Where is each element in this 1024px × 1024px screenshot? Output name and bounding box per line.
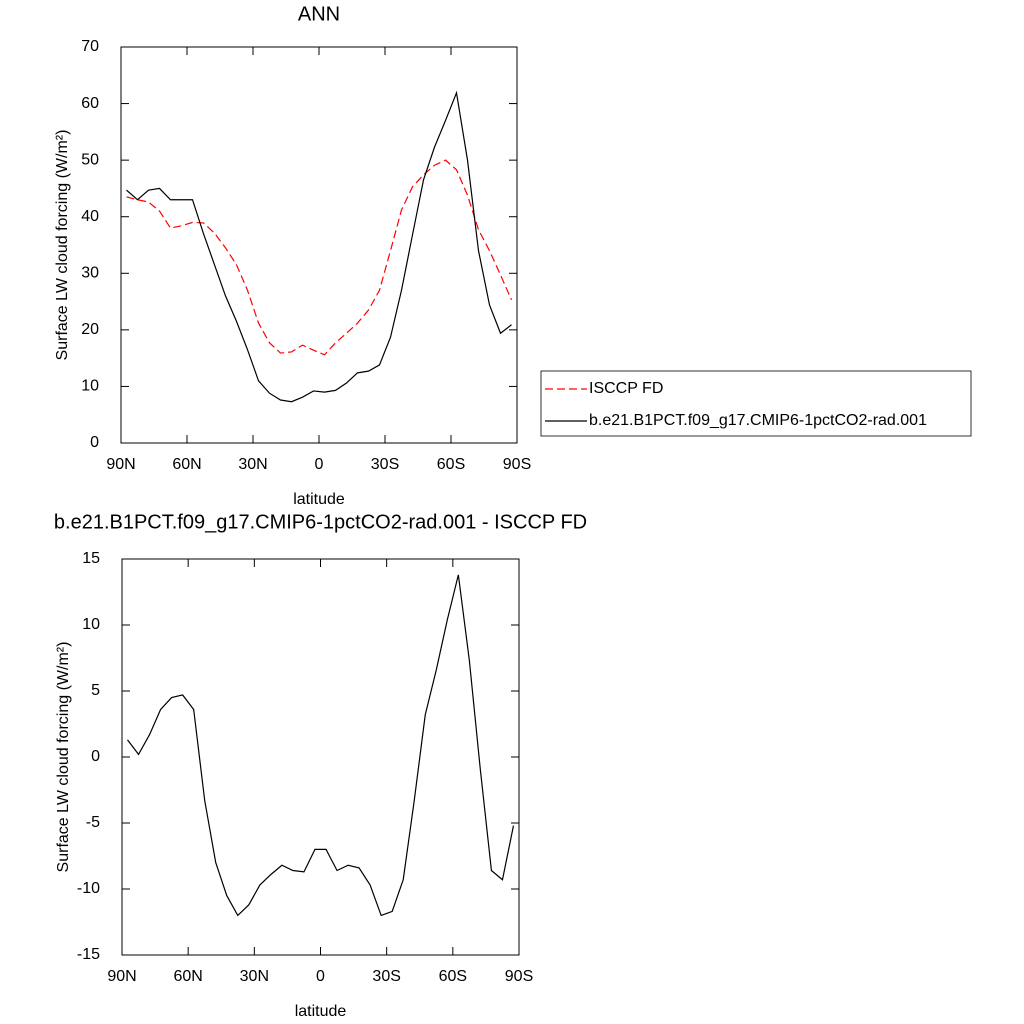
y-tick-label: -10 (77, 880, 100, 897)
data-line (127, 574, 515, 917)
x-tick-label: 90S (503, 456, 531, 473)
y-tick-label: 0 (91, 748, 100, 765)
y-tick-label: 30 (81, 265, 99, 282)
y-tick-label: 20 (81, 321, 99, 338)
y-tick-label: 40 (81, 208, 99, 225)
x-tick-label: 0 (316, 968, 325, 985)
x-tick-label: 30N (240, 968, 269, 985)
x-tick-label: 60N (173, 968, 202, 985)
x-tick-label: 90N (107, 968, 136, 985)
x-tick-label: 60N (172, 456, 201, 473)
y-tick-label: 10 (81, 378, 99, 395)
y-tick-label: 50 (81, 151, 99, 168)
y-axis-label: Surface LW cloud forcing (W/m²) (55, 642, 72, 873)
x-tick-label: 90N (106, 456, 135, 473)
chart-title: b.e21.B1PCT.f09_g17.CMIP6-1pctCO2-rad.00… (54, 511, 587, 533)
x-tick-label: 60S (437, 456, 465, 473)
legend-label: b.e21.B1PCT.f09_g17.CMIP6-1pctCO2-rad.00… (589, 412, 927, 429)
x-axis-label: latitude (295, 1003, 347, 1020)
y-tick-label: 10 (82, 616, 100, 633)
legend-label: ISCCP FD (589, 380, 663, 397)
x-axis-label: latitude (293, 491, 345, 508)
plot-frame (121, 558, 520, 956)
x-tick-label: 30S (371, 456, 399, 473)
data-line (126, 90, 512, 403)
plot-frame (120, 46, 518, 444)
x-tick-label: 30S (372, 968, 400, 985)
y-tick-label: -15 (77, 946, 100, 963)
x-tick-label: 0 (315, 456, 324, 473)
y-tick-label: -5 (86, 814, 100, 831)
chart-title: ANN (298, 3, 340, 25)
x-tick-label: 30N (238, 456, 267, 473)
y-tick-label: 70 (81, 38, 99, 55)
y-tick-label: 0 (90, 434, 99, 451)
y-axis-label: Surface LW cloud forcing (W/m²) (54, 130, 71, 361)
y-tick-label: 5 (91, 682, 100, 699)
x-tick-label: 60S (439, 968, 467, 985)
x-tick-label: 90S (505, 968, 533, 985)
y-tick-label: 15 (82, 550, 100, 567)
y-tick-label: 60 (81, 95, 99, 112)
data-line (126, 159, 513, 356)
legend-box (540, 370, 972, 437)
